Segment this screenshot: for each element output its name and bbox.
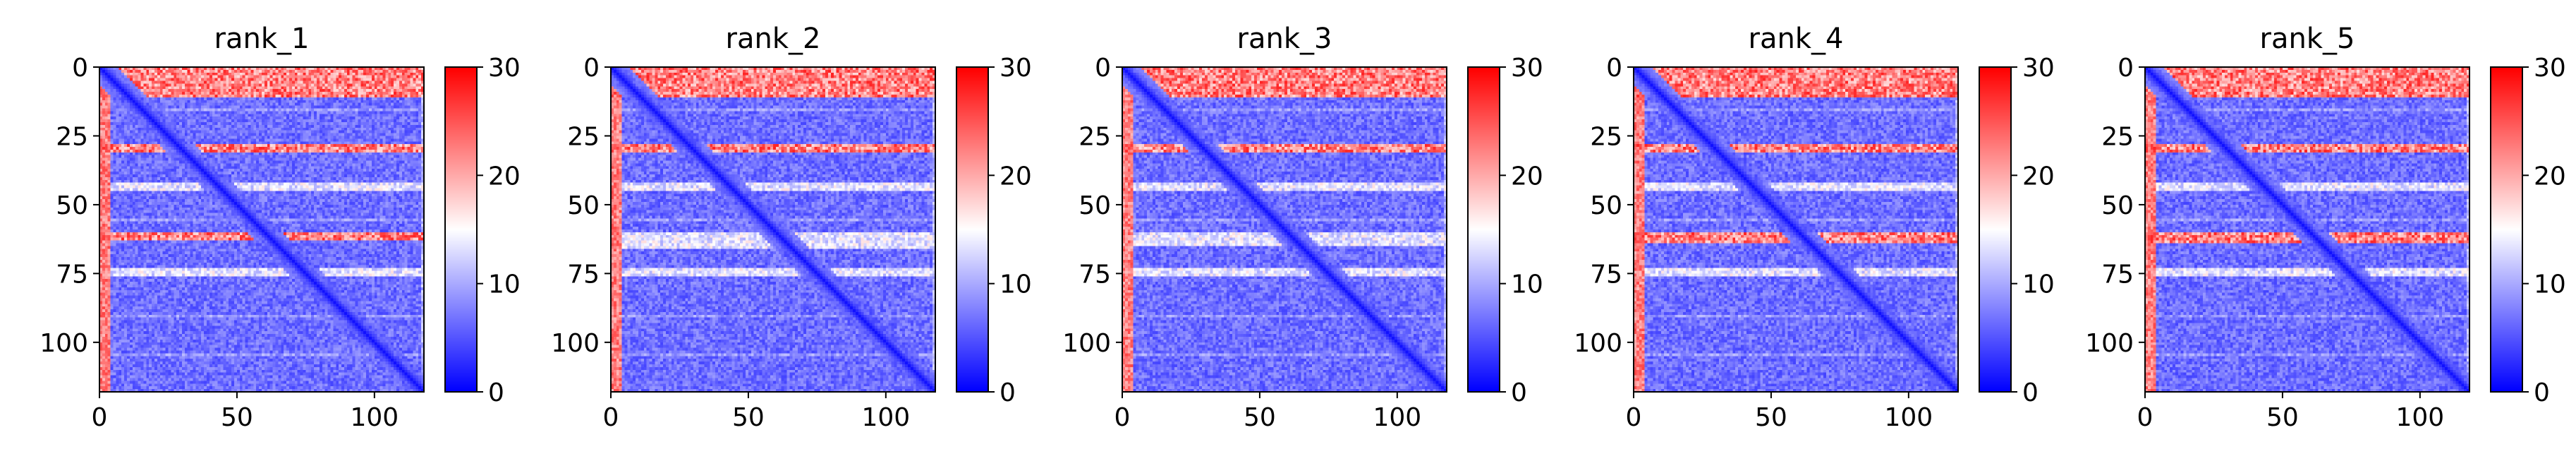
y-tick-label: 0: [2118, 54, 2134, 83]
x-tick-label: 0: [1114, 403, 1131, 432]
panel-title: rank_5: [2260, 23, 2355, 55]
panel-5: rank_5 0 50 100 0 25 50 75 100 0 10 20 30: [2085, 23, 2566, 432]
colorbar-tick-label: 0: [2534, 378, 2550, 407]
x-tick-label: 50: [1244, 403, 1276, 432]
colorbar-tick-label: 20: [1511, 162, 1543, 191]
panel-2: rank_2 0 50 100 0 25 50 75 100 0 10 20 30: [551, 23, 1032, 432]
colorbar-tick-label: 20: [488, 162, 521, 191]
heatmap-image: [1634, 67, 1958, 392]
x-tick-label: 50: [2266, 403, 2299, 432]
colorbar-tick-label: 0: [1000, 378, 1016, 407]
y-tick-label: 75: [56, 260, 88, 289]
colorbar-frame: [1979, 66, 2012, 393]
colorbar-frame: [1467, 66, 1500, 393]
colorbar-gradient: [445, 67, 477, 392]
colorbar-gradient: [2491, 67, 2522, 392]
panel-3: rank_3 0 50 100 0 25 50 75 100 0 10 20 30: [1062, 23, 1543, 432]
colorbar-tick-label: 20: [1000, 162, 1032, 191]
colorbar-tick-label: 10: [1511, 270, 1543, 299]
colorbar-gradient: [956, 67, 988, 392]
colorbar-frame: [444, 66, 478, 393]
colorbar-tick-label: 0: [2022, 378, 2039, 407]
x-tick-label: 100: [2395, 403, 2444, 432]
x-tick-label: 0: [2137, 403, 2153, 432]
y-tick-label: 0: [1606, 54, 1622, 83]
x-tick-label: 100: [1884, 403, 1933, 432]
heatmap-frame: [1122, 66, 1447, 393]
y-tick-label: 50: [56, 191, 88, 220]
heatmap-image: [2145, 67, 2469, 392]
colorbar-tick-label: 30: [1511, 54, 1543, 83]
y-tick-label: 25: [56, 122, 88, 151]
y-tick-label: 50: [2101, 191, 2134, 220]
x-tick-label: 0: [1626, 403, 1642, 432]
y-tick-label: 75: [2101, 260, 2134, 289]
y-tick-label: 100: [1574, 329, 1622, 358]
heatmap-frame: [1633, 66, 1959, 393]
y-tick-label: 100: [1062, 329, 1111, 358]
y-tick-label: 50: [567, 191, 600, 220]
colorbar-frame: [2490, 66, 2523, 393]
y-tick-label: 50: [1590, 191, 1622, 220]
heatmap-frame: [2144, 66, 2470, 393]
y-tick-label: 100: [2085, 329, 2134, 358]
x-tick-label: 100: [350, 403, 399, 432]
y-tick-label: 100: [551, 329, 600, 358]
colorbar-tick-label: 20: [2534, 162, 2566, 191]
colorbar-tick-label: 30: [488, 54, 521, 83]
panel-4: rank_4 0 50 100 0 25 50 75 100 0 10 20 30: [1574, 23, 2055, 432]
y-tick-label: 25: [1079, 122, 1111, 151]
heatmap-image: [99, 67, 424, 392]
colorbar-tick-label: 30: [1000, 54, 1032, 83]
colorbar-frame: [956, 66, 989, 393]
panel-title: rank_2: [726, 23, 821, 55]
panel-title: rank_3: [1237, 23, 1332, 55]
y-tick-label: 25: [2101, 122, 2134, 151]
colorbar-tick-label: 30: [2022, 54, 2055, 83]
heatmap-image: [611, 67, 935, 392]
x-tick-label: 100: [1373, 403, 1421, 432]
colorbar-tick-label: 10: [1000, 270, 1032, 299]
heatmap-frame: [99, 66, 425, 393]
y-tick-label: 25: [1590, 122, 1622, 151]
panel-title: rank_1: [214, 23, 310, 55]
colorbar-tick-label: 0: [488, 378, 504, 407]
colorbar-gradient: [1468, 67, 1500, 392]
x-tick-label: 50: [732, 403, 765, 432]
panel-1: rank_1 0 50 100 0 25 50 75 100 0 10 20 30: [40, 23, 521, 432]
y-tick-label: 75: [1590, 260, 1622, 289]
colorbar-tick-label: 30: [2534, 54, 2566, 83]
x-tick-label: 50: [221, 403, 253, 432]
y-tick-label: 0: [1095, 54, 1111, 83]
x-tick-label: 100: [861, 403, 910, 432]
y-tick-label: 100: [40, 329, 88, 358]
y-tick-label: 25: [567, 122, 600, 151]
x-tick-label: 0: [603, 403, 619, 432]
y-tick-label: 0: [583, 54, 600, 83]
colorbar-tick-label: 10: [2534, 270, 2566, 299]
y-tick-label: 75: [1079, 260, 1111, 289]
panel-title: rank_4: [1749, 23, 1844, 55]
y-tick-label: 0: [72, 54, 88, 83]
x-tick-label: 50: [1755, 403, 1787, 432]
colorbar-tick-label: 0: [1511, 378, 1527, 407]
colorbar-tick-label: 20: [2022, 162, 2055, 191]
heatmap-frame: [610, 66, 936, 393]
x-tick-label: 0: [92, 403, 108, 432]
colorbar-tick-label: 10: [2022, 270, 2055, 299]
colorbar-gradient: [1979, 67, 2011, 392]
y-tick-label: 50: [1079, 191, 1111, 220]
y-tick-label: 75: [567, 260, 600, 289]
colorbar-tick-label: 10: [488, 270, 521, 299]
heatmap-image: [1122, 67, 1447, 392]
